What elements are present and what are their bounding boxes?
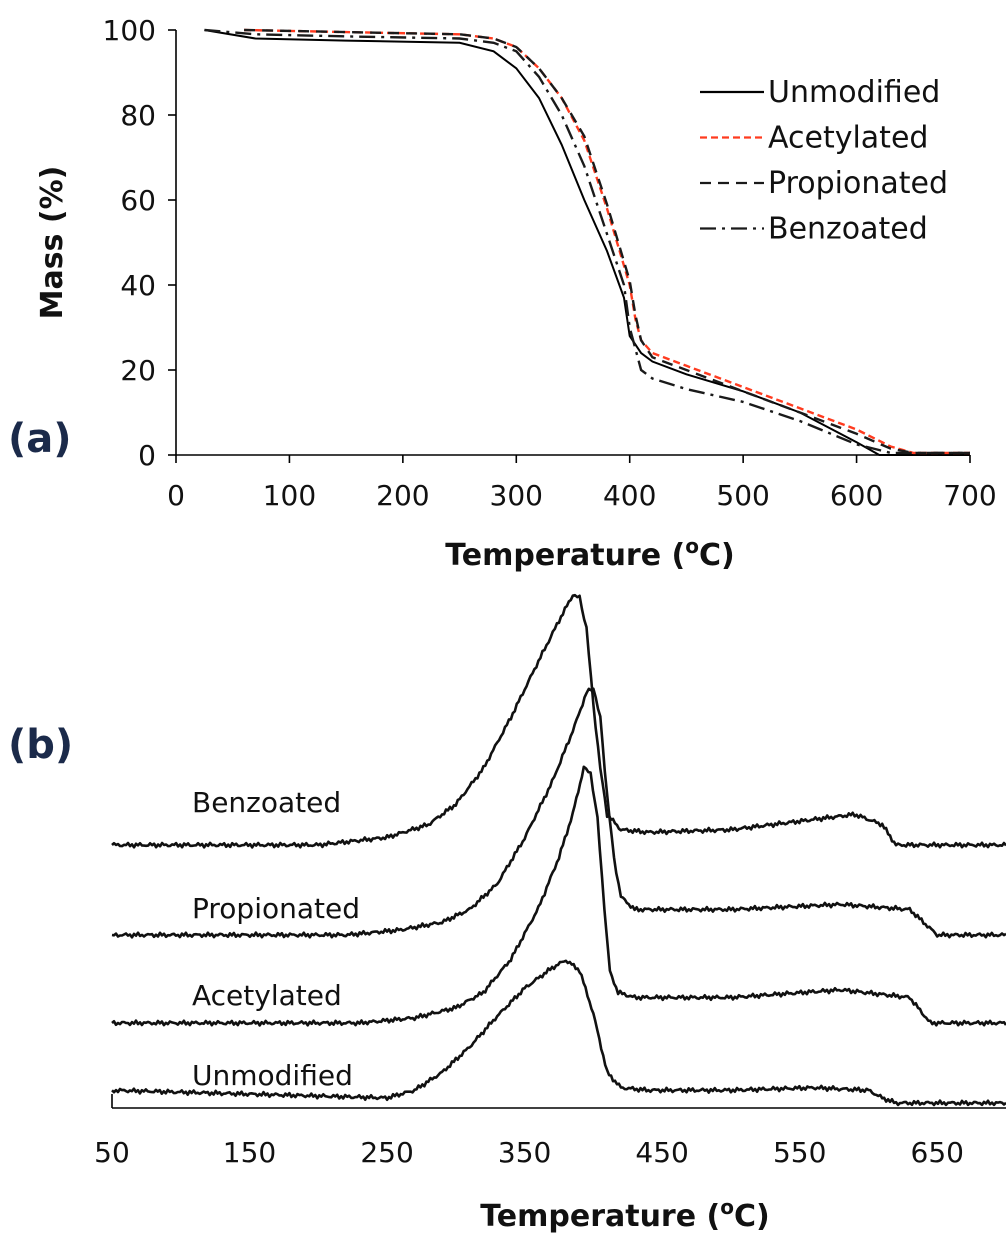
panel-a-y-tick-label: 100 xyxy=(103,14,156,47)
panel-b-x-axis-title: Temperature (oC) xyxy=(480,1195,769,1233)
panel-a-x-tick-label: 0 xyxy=(167,479,185,512)
panel-a-x-tick-label: 300 xyxy=(490,479,543,512)
panel-b: (b) Benzoated Propionated Acetylated Unmodi… xyxy=(8,593,1006,1233)
panel-b-trace-label-unmodified: Unmodified xyxy=(192,1059,353,1092)
panel-a-x-tick-label: 700 xyxy=(943,479,996,512)
panel-b-trace-label-benzoated: Benzoated xyxy=(192,786,341,819)
panel-b-x-tick-label: 650 xyxy=(911,1136,964,1169)
panel-b-x-tick-label: 350 xyxy=(498,1136,551,1169)
panel-a-x-tick-label: 600 xyxy=(830,479,883,512)
panel-b-series: Benzoated Propionated Acetylated Unmodified xyxy=(111,593,1006,1107)
panel-a-y-tick-label: 80 xyxy=(120,99,156,132)
legend-label-acetylated: Acetylated xyxy=(768,121,928,156)
panel-b-trace-acetylated xyxy=(111,765,1006,1027)
panel-a-y-tick-label: 0 xyxy=(138,439,156,472)
panel-b-axes: 50 150 250 350 450 550 650 Temperature (oC) xyxy=(94,1094,1006,1233)
panel-a-y-axis-title: Mass (%) xyxy=(35,166,70,320)
panel-a-axes: 0 20 40 60 80 100 0 100 200 300 400 500 600 700 Temper… xyxy=(35,14,997,573)
panel-b-trace-propionated xyxy=(111,687,1006,939)
legend-label-unmodified: Unmodified xyxy=(768,75,940,110)
panel-a: (a) 0 20 40 60 80 100 0 100 200 300 400 500 600 700 Te… xyxy=(8,14,997,573)
panel-a-label: (a) xyxy=(8,416,72,462)
panel-a-x-tick-label: 400 xyxy=(603,479,656,512)
panel-b-x-tick-label: 450 xyxy=(635,1136,688,1169)
panel-b-label: (b) xyxy=(8,722,73,768)
legend-label-benzoated: Benzoated xyxy=(768,212,928,247)
panel-b-x-tick-label: 150 xyxy=(223,1136,276,1169)
panel-a-series-line-propionated xyxy=(244,28,970,455)
panel-b-trace-label-propionated: Propionated xyxy=(192,892,360,925)
panel-a-y-tick-label: 20 xyxy=(120,354,156,387)
panel-b-x-tick-label: 50 xyxy=(94,1136,130,1169)
panel-a-y-tick-label: 40 xyxy=(120,269,156,302)
panel-a-x-axis-title: Temperature (oC) xyxy=(445,534,734,573)
panel-a-series-line-benzoated xyxy=(204,28,970,455)
panel-a-x-tick-label: 100 xyxy=(263,479,316,512)
panel-a-y-tick-label: 60 xyxy=(120,184,156,217)
panel-a-legend: Unmodified Acetylated Propionated Benzoated xyxy=(700,75,948,247)
panel-a-series xyxy=(204,28,970,456)
panel-a-series-line-unmodified xyxy=(204,29,970,456)
panel-b-trace-benzoated xyxy=(111,593,1006,849)
panel-a-x-tick-label: 200 xyxy=(376,479,429,512)
panel-b-trace-label-acetylated: Acetylated xyxy=(192,979,342,1012)
legend-label-propionated: Propionated xyxy=(768,166,948,201)
panel-b-x-tick-label: 250 xyxy=(360,1136,413,1169)
panel-b-x-tick-label: 550 xyxy=(773,1136,826,1169)
panel-b-trace-unmodified xyxy=(111,959,1006,1107)
panel-a-x-tick-label: 500 xyxy=(716,479,769,512)
